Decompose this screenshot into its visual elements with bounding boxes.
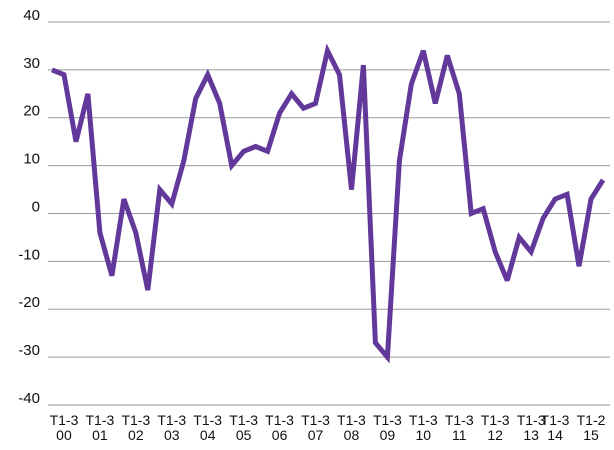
- data-line: [51, 43, 606, 364]
- x-tick-label: T1-3 09: [372, 412, 402, 443]
- x-tick-label: T1-3 05: [229, 412, 259, 443]
- y-tick-label: 0: [32, 198, 40, 215]
- y-tick-label: 40: [23, 7, 40, 24]
- x-tick-label: T1-3 03: [157, 412, 187, 443]
- x-tick-label: T1-3 07: [301, 412, 330, 443]
- y-tick-label: -20: [18, 294, 40, 311]
- y-tick-label: -30: [18, 342, 40, 359]
- y-tick-label: 30: [23, 55, 40, 72]
- x-tick-label: T1-3 11: [444, 412, 474, 443]
- x-tick-label: T1-3 01: [85, 412, 115, 443]
- x-tick-label: T1-3 14: [540, 412, 570, 443]
- y-tick-label: 20: [23, 103, 40, 120]
- x-tick-label: T1-3 02: [121, 412, 151, 443]
- y-tick-label: -10: [18, 246, 40, 263]
- y-tick-label: 10: [23, 151, 40, 168]
- x-tick-label: T1-3 12: [480, 412, 510, 443]
- y-tick-label: -40: [18, 390, 40, 407]
- x-tick-label: T1-3 04: [193, 412, 223, 443]
- x-tick-label: T1-3 00: [49, 412, 79, 443]
- x-tick-label: T1-2 15: [576, 412, 606, 443]
- x-tick-label: T1-3 10: [408, 412, 438, 443]
- x-tick-label: T1-3 08: [337, 412, 366, 443]
- x-tick-label: T1-3 06: [265, 412, 294, 443]
- x-tick-label: T1-3 13: [516, 412, 546, 443]
